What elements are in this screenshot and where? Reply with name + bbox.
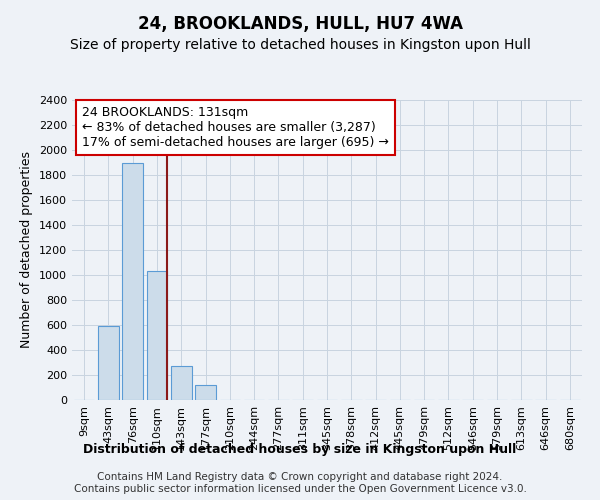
Text: 24, BROOKLANDS, HULL, HU7 4WA: 24, BROOKLANDS, HULL, HU7 4WA bbox=[137, 15, 463, 33]
Bar bbox=[98, 326, 119, 400]
Text: Distribution of detached houses by size in Kingston upon Hull: Distribution of detached houses by size … bbox=[83, 442, 517, 456]
Text: Size of property relative to detached houses in Kingston upon Hull: Size of property relative to detached ho… bbox=[70, 38, 530, 52]
Text: Contains HM Land Registry data © Crown copyright and database right 2024.
Contai: Contains HM Land Registry data © Crown c… bbox=[74, 472, 526, 494]
Text: 24 BROOKLANDS: 131sqm
← 83% of detached houses are smaller (3,287)
17% of semi-d: 24 BROOKLANDS: 131sqm ← 83% of detached … bbox=[82, 106, 389, 149]
Bar bbox=[146, 271, 167, 400]
Y-axis label: Number of detached properties: Number of detached properties bbox=[20, 152, 34, 348]
Bar bbox=[195, 385, 216, 400]
Bar bbox=[171, 366, 191, 400]
Bar bbox=[122, 162, 143, 400]
